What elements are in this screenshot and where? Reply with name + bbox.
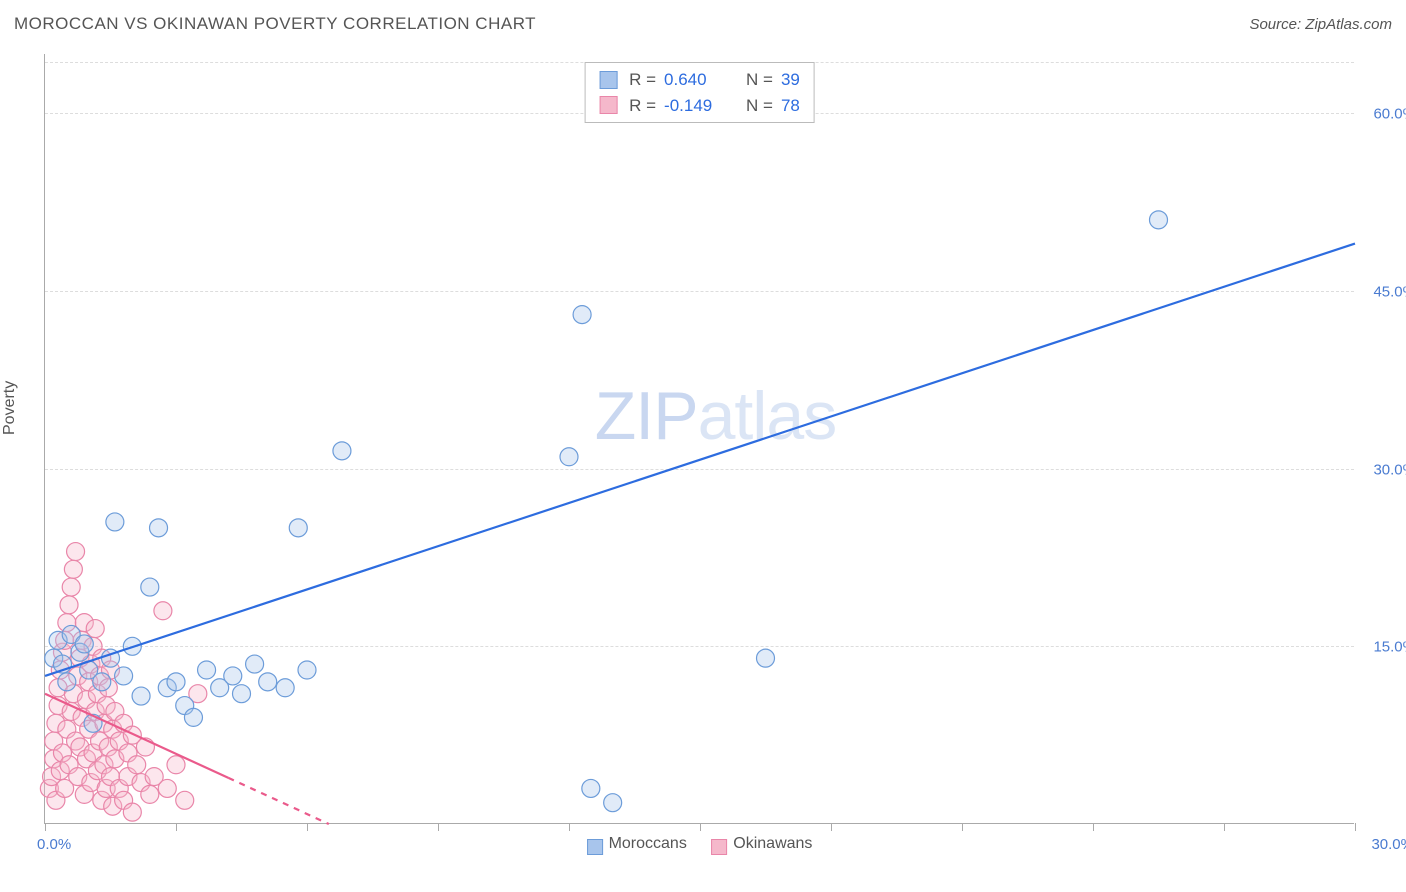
data-point xyxy=(62,578,80,596)
data-point xyxy=(1150,211,1168,229)
y-tick-label: 30.0% xyxy=(1373,461,1406,478)
data-point xyxy=(167,673,185,691)
x-tick xyxy=(1093,823,1094,831)
data-point xyxy=(573,306,591,324)
x-tick xyxy=(1224,823,1225,831)
data-point xyxy=(560,448,578,466)
data-point xyxy=(233,685,251,703)
y-tick-label: 15.0% xyxy=(1373,639,1406,656)
series-legend: Moroccans Okinawans xyxy=(577,835,823,853)
x-axis-min-label: 0.0% xyxy=(37,836,71,853)
data-point xyxy=(132,687,150,705)
data-point xyxy=(224,667,242,685)
data-point xyxy=(58,673,76,691)
data-point xyxy=(141,785,159,803)
data-point xyxy=(176,791,194,809)
x-tick xyxy=(1355,823,1356,831)
data-point xyxy=(198,661,216,679)
trend-line-dashed xyxy=(228,778,328,824)
data-point xyxy=(128,756,146,774)
legend-item-okinawans: Okinawans xyxy=(711,835,812,852)
data-point xyxy=(86,620,104,638)
legend-item-moroccans: Moroccans xyxy=(587,835,692,852)
data-point xyxy=(141,578,159,596)
data-point xyxy=(259,673,277,691)
x-tick xyxy=(831,823,832,831)
x-tick xyxy=(700,823,701,831)
chart-plot-area: ZIPatlas 15.0%30.0%45.0%60.0% R = 0.640 … xyxy=(44,54,1354,824)
data-point xyxy=(276,679,294,697)
data-point xyxy=(289,519,307,537)
data-point xyxy=(67,543,85,561)
chart-title: MOROCCAN VS OKINAWAN POVERTY CORRELATION… xyxy=(14,14,536,33)
data-point xyxy=(123,803,141,821)
data-point xyxy=(106,513,124,531)
data-point xyxy=(582,779,600,797)
x-tick xyxy=(569,823,570,831)
y-tick-label: 45.0% xyxy=(1373,283,1406,300)
data-point xyxy=(115,667,133,685)
x-tick xyxy=(438,823,439,831)
x-tick xyxy=(45,823,46,831)
data-point xyxy=(64,560,82,578)
trend-line xyxy=(45,244,1355,676)
data-point xyxy=(333,442,351,460)
legend-row-moroccans: R = 0.640 N = 39 xyxy=(599,67,800,93)
data-point xyxy=(158,779,176,797)
x-tick xyxy=(307,823,308,831)
data-point xyxy=(93,673,111,691)
data-point xyxy=(60,596,78,614)
data-point xyxy=(246,655,264,673)
correlation-legend: R = 0.640 N = 39 R = -0.149 N = 78 xyxy=(584,62,815,123)
data-point xyxy=(604,794,622,812)
data-point xyxy=(757,649,775,667)
scatter-plot-svg xyxy=(45,54,1354,823)
data-point xyxy=(184,708,202,726)
x-tick xyxy=(962,823,963,831)
data-point xyxy=(154,602,172,620)
data-point xyxy=(167,756,185,774)
data-point xyxy=(75,635,93,653)
x-axis-max-label: 30.0% xyxy=(1371,836,1406,853)
x-tick xyxy=(176,823,177,831)
legend-row-okinawans: R = -0.149 N = 78 xyxy=(599,93,800,119)
source-attribution: Source: ZipAtlas.com xyxy=(1249,16,1392,33)
data-point xyxy=(150,519,168,537)
y-tick-label: 60.0% xyxy=(1373,106,1406,123)
y-axis-label: Poverty xyxy=(1,381,19,435)
data-point xyxy=(84,714,102,732)
data-point xyxy=(298,661,316,679)
